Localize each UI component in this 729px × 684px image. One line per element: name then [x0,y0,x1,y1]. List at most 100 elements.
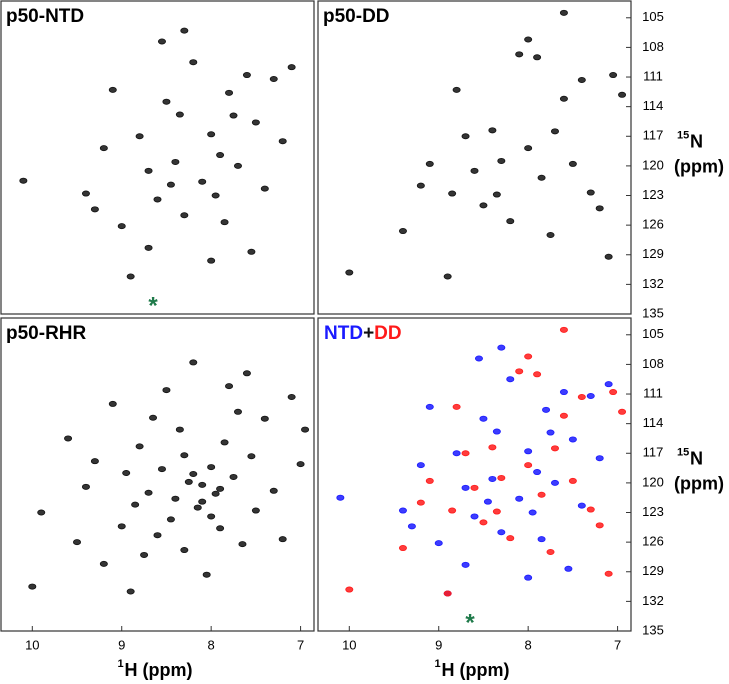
peak [131,501,140,508]
peak [135,133,144,140]
peak [198,178,207,185]
y-tick-label: 132 [642,593,664,608]
peak [470,513,479,520]
peak [287,64,296,71]
peak [229,473,238,480]
peak [269,487,278,494]
panel-frame [0,317,315,632]
peak [251,119,260,126]
peak [407,523,416,530]
y-label-unit: (ppm) [674,156,724,176]
peak [515,51,524,58]
peak [99,145,108,152]
peak [108,400,117,407]
y-tick-label: 126 [642,534,664,549]
y-tick-label: 111 [643,68,663,83]
peak [269,76,278,83]
peak [180,452,189,459]
peak [546,429,555,436]
peak [216,525,225,532]
peak [301,426,310,433]
peak [81,190,90,197]
peak [568,160,577,167]
legend-joiner: + [363,323,374,344]
peak [537,174,546,181]
peak [171,495,180,502]
peak [37,509,46,516]
peak [171,158,180,165]
peak [461,484,470,491]
x-label-sup: 1 [118,658,124,670]
peak [247,248,256,255]
peak [604,381,613,388]
peak [595,455,604,462]
peak [184,478,193,485]
x-tick-label: 7 [297,637,304,652]
peak [559,389,568,396]
peak [229,112,238,119]
peak [434,540,443,547]
peak [336,494,345,501]
peak [559,412,568,419]
peak [260,185,269,192]
peak [559,9,568,16]
peak [533,469,542,476]
peak [452,86,461,93]
panel: p50-NTD * [0,0,315,319]
peak [398,507,407,514]
peak [492,428,501,435]
panel-title: p50-RHR [6,323,87,344]
y-tick-label: 135 [642,305,664,320]
peak [166,516,175,523]
peak [488,127,497,134]
peak [225,383,234,390]
peak [19,177,28,184]
peak [595,205,604,212]
peak [220,439,229,446]
y-label-sup: 15 [677,129,689,141]
peak [595,522,604,529]
peak [609,72,618,79]
y-tick-label: 126 [642,217,664,232]
peak [425,403,434,410]
peak [180,27,189,34]
peak [180,547,189,554]
peak [550,479,559,486]
y-tick-label: 108 [642,356,664,371]
y-label: N [690,448,703,468]
peak [506,376,515,383]
panel-frame [317,317,632,632]
peak [81,483,90,490]
y-tick-label: 114 [643,415,664,430]
x-tick-label: 7 [614,637,621,652]
peak [233,408,242,415]
peak [497,474,506,481]
panel-title: p50-DD [323,6,390,27]
peak [166,181,175,188]
peak [90,206,99,213]
peak [207,464,216,471]
peak [470,484,479,491]
peak [135,443,144,450]
peak [452,450,461,457]
peak [198,498,207,505]
peak [398,228,407,235]
y-label-unit: (ppm) [674,473,724,493]
peak [153,196,162,203]
peak [546,232,555,239]
peak [474,355,483,362]
y-tick-label: 117 [643,128,664,143]
peak [140,551,149,558]
peak [189,471,198,478]
panel: NTD+DD 10 9 8 7 105 108 111 114 117 120 123 126 129 13… [317,317,724,680]
y-tick-label: 135 [642,622,664,637]
peak [479,202,488,209]
y-tick-label: 108 [642,39,664,54]
peak [577,393,586,400]
peak [506,218,515,225]
peak [149,414,158,421]
x-label: H (ppm) [125,660,193,680]
peak [425,477,434,484]
peak [568,436,577,443]
